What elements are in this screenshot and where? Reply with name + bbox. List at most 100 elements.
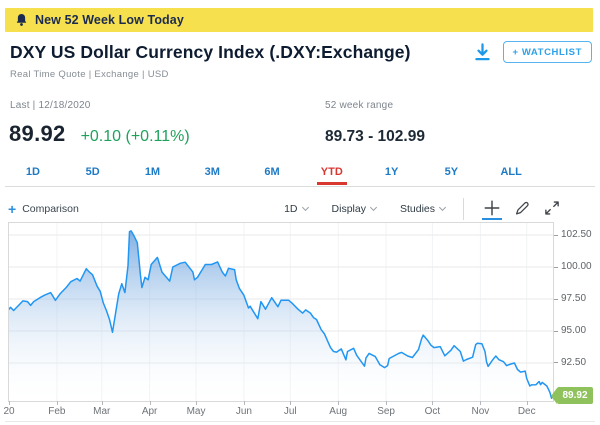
area-fill — [9, 230, 553, 401]
tab-5d[interactable]: 5D — [63, 166, 123, 187]
tab-ytd[interactable]: YTD — [302, 166, 362, 187]
badge-value: 89.92 — [557, 387, 593, 404]
chart-toolbar: + Comparison 1D Display Studies — [8, 196, 562, 222]
x-axis: 20 Feb Mar Apr May Jun Jul Aug Sep Oct Nov Dec — [3, 401, 554, 419]
y-axis-label: 92.50 — [561, 356, 587, 368]
plus-icon: + — [8, 201, 17, 217]
price-line — [9, 230, 553, 399]
y-axis-label: 102.50 — [561, 229, 592, 241]
x-axis-label: Feb — [48, 406, 66, 417]
add-comparison-button[interactable]: + Comparison — [8, 202, 79, 216]
x-axis-label: Jun — [235, 406, 252, 417]
range-label: 52 week range — [325, 100, 394, 111]
x-axis-label: Oct — [424, 406, 441, 417]
pencil-icon — [515, 201, 529, 214]
last-price-badge: 89.92 — [551, 387, 593, 404]
tab-label: 5Y — [444, 166, 459, 178]
price-chart[interactable] — [8, 222, 554, 402]
x-axis-label: May — [186, 406, 206, 417]
tab-label: 5D — [85, 166, 100, 178]
studies-dropdown[interactable]: Studies — [399, 203, 447, 215]
draw-tool-button[interactable] — [512, 199, 532, 220]
interval-label: 1D — [284, 203, 298, 215]
badge-pointer — [551, 387, 557, 404]
x-axis-tick — [290, 401, 292, 405]
crosshair-icon — [484, 200, 500, 215]
x-axis-label: 20 — [3, 406, 15, 417]
tab-1d[interactable]: 1D — [3, 166, 63, 187]
tab-label: 1M — [144, 166, 161, 178]
x-axis-label: Apr — [141, 406, 158, 417]
chevron-down-icon — [369, 203, 378, 212]
download-button[interactable] — [474, 42, 491, 62]
y-axis-tick — [554, 362, 558, 364]
tab-all[interactable]: ALL — [481, 166, 541, 187]
range-value: 89.73 - 102.99 — [325, 128, 425, 145]
banner-text: New 52 Week Low Today — [35, 13, 184, 27]
watchlist-button[interactable]: + WATCHLIST — [502, 41, 592, 63]
y-axis-label: 95.00 — [561, 325, 587, 336]
studies-label: Studies — [399, 203, 435, 215]
x-axis-tick — [386, 401, 388, 405]
page-title: DXY US Dollar Currency Index (.DXY:Excha… — [10, 42, 411, 62]
x-axis-label: Mar — [93, 406, 111, 417]
x-axis-tick — [9, 401, 10, 405]
y-axis-label: 97.50 — [561, 293, 587, 304]
x-axis-label: Aug — [329, 406, 348, 417]
tab-1m[interactable]: 1M — [123, 166, 183, 187]
toolbar-divider — [463, 198, 464, 220]
last-date-label: Last | 12/18/2020 — [10, 100, 91, 111]
comparison-label: Comparison — [22, 203, 79, 215]
display-dropdown[interactable]: Display — [331, 203, 378, 215]
x-axis-tick — [338, 401, 340, 405]
time-range-tabs: 1D 5D 1M 3M 6M YTD 1Y 5Y ALL — [3, 166, 541, 187]
tab-label: YTD — [316, 166, 347, 185]
y-axis-label: 100.00 — [561, 261, 592, 273]
x-axis-tick — [196, 401, 198, 405]
x-axis-tick — [101, 401, 103, 405]
display-label: Display — [331, 203, 366, 215]
chevron-down-icon — [438, 203, 447, 212]
widget-bottom-border — [5, 421, 595, 422]
x-axis-tick — [56, 401, 58, 405]
tab-1y[interactable]: 1Y — [362, 166, 422, 187]
x-axis-label: Sep — [377, 406, 395, 417]
tab-label: 1D — [25, 166, 40, 178]
crosshair-tool-button[interactable] — [482, 199, 502, 220]
y-axis-tick — [554, 266, 558, 268]
tab-6m[interactable]: 6M — [242, 166, 302, 187]
x-axis-tick — [149, 401, 151, 405]
tab-label: 1Y — [384, 166, 399, 178]
tab-3m[interactable]: 3M — [182, 166, 242, 187]
quote-subtitle: Real Time Quote | Exchange | USD — [10, 69, 169, 80]
header-actions: + WATCHLIST — [474, 41, 592, 63]
interval-dropdown[interactable]: 1D — [284, 203, 309, 215]
price-row: 89.92 +0.10 (+0.11%) — [9, 121, 190, 147]
tab-5y[interactable]: 5Y — [421, 166, 481, 187]
price-change: +0.10 (+0.11%) — [80, 128, 190, 145]
x-axis-tick — [432, 401, 434, 405]
y-axis: 102.50 100.00 97.50 95.00 92.50 — [552, 222, 600, 402]
toolbar-right: 1D Display Studies — [260, 198, 562, 220]
tab-label: 3M — [204, 166, 220, 178]
last-price: 89.92 — [9, 121, 66, 146]
tab-label: ALL — [500, 166, 522, 178]
fullscreen-button[interactable] — [542, 199, 562, 220]
chevron-down-icon — [301, 203, 309, 212]
x-axis-tick — [480, 401, 482, 405]
expand-icon — [545, 200, 559, 215]
tab-label: 6M — [264, 166, 280, 178]
y-axis-tick — [554, 298, 558, 300]
x-axis-label: Nov — [471, 406, 490, 417]
new-low-alert-banner: New 52 Week Low Today — [5, 8, 593, 32]
x-axis-tick — [243, 401, 245, 405]
tabs-divider-line — [5, 186, 595, 187]
x-axis-label: Jul — [283, 406, 297, 417]
x-axis-tick — [526, 401, 528, 405]
x-axis-label: Dec — [517, 406, 536, 417]
y-axis-tick — [554, 234, 558, 236]
bell-icon — [16, 13, 27, 26]
y-axis-tick — [554, 330, 558, 332]
download-icon — [474, 43, 490, 61]
